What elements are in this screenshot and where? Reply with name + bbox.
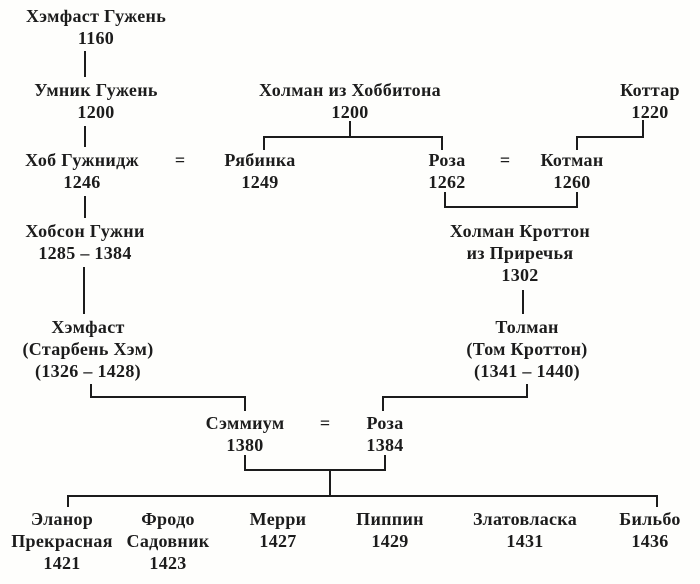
edge-hamfast-jr-descent: [90, 384, 92, 398]
tick-above-ryabinka: [263, 136, 265, 150]
person-name: Хоб Гужнидж: [25, 150, 139, 170]
person-name: Коттар: [620, 80, 680, 100]
edge-tolman-to-roza-1384: [382, 396, 528, 398]
person-dates: 1220: [631, 102, 669, 122]
person-holman-hobbiton: Холман из Хоббитона 1200: [259, 79, 441, 123]
person-elanor: Эланор Прекрасная 1421: [11, 508, 112, 574]
person-bilbo: Бильбо 1436: [619, 508, 680, 552]
holman-children-bar: [263, 136, 443, 138]
person-name: Холман Кроттон: [449, 221, 591, 241]
person-hamfast-jr: Хэмфаст (Старбень Хэм) (1326 – 1428): [22, 316, 153, 382]
marriage-kotman-stem: [576, 192, 578, 208]
edge-hamfast-sr-to-umnik: [84, 51, 86, 77]
person-dates: 1436: [631, 531, 669, 551]
tick-above-sammium: [244, 396, 246, 411]
person-frodo: Фродо Садовник 1423: [127, 508, 210, 574]
marriage-sammium-roza-bar: [244, 469, 386, 471]
edge-hobson-to-hamfast-jr: [83, 267, 85, 314]
person-name: Рябинка: [224, 150, 296, 170]
person-dates: 1384: [366, 435, 404, 455]
person-dates: 1380: [226, 435, 264, 455]
person-kottar: Коттар 1220: [620, 79, 680, 123]
marriage-roza-1384-stem: [384, 455, 386, 471]
person-name: Пиппин: [356, 509, 424, 529]
person-umnik: Умник Гужень 1200: [34, 79, 157, 123]
person-dates: 1431: [506, 531, 544, 551]
person-name: Бильбо: [619, 509, 681, 529]
edge-children-descent: [329, 471, 331, 497]
person-dates: 1260: [553, 172, 591, 192]
person-zlatovlaska: Златовласка 1431: [473, 508, 577, 552]
person-name: Сэммиум: [205, 413, 285, 433]
person-name: Роза: [428, 150, 466, 170]
person-dates: 1429: [371, 531, 409, 551]
edge-kottar-to-kotman: [576, 136, 644, 138]
person-kotman: Котман 1260: [540, 149, 603, 193]
children-bar: [67, 495, 658, 497]
person-hobson: Хобсон Гужни 1285 – 1384: [25, 220, 144, 264]
person-dates: (1341 – 1440): [474, 361, 580, 381]
person-name: Фродо: [141, 509, 195, 529]
edge-kottar-stem: [642, 120, 644, 138]
person-hob: Хоб Гужнидж 1246: [25, 149, 139, 193]
marriage-roza-kotman-bar: [444, 206, 578, 208]
person-roza-1262: Роза 1262: [428, 149, 465, 193]
tick-above-roza-1384: [382, 396, 384, 411]
person-dates: 1285 – 1384: [38, 243, 132, 263]
edge-holman-hobbiton-stem: [349, 121, 351, 138]
person-name: Умник Гужень: [34, 80, 158, 100]
person-dates: 1302: [501, 265, 539, 285]
person-dates: 1160: [77, 28, 115, 48]
person-name: Златовласка: [472, 509, 578, 529]
person-name: Эланор: [30, 509, 94, 529]
person-name: Котман: [540, 150, 604, 170]
person-hamfast-sr: Хэмфаст Гужень 1160: [26, 5, 166, 49]
person-ryabinka: Рябинка 1249: [224, 149, 295, 193]
person-name: Роза: [366, 413, 404, 433]
person-name: Толман: [495, 317, 559, 337]
person-name: Хобсон Гужни: [25, 221, 145, 241]
person-name-2: (Старбень Хэм): [22, 339, 154, 359]
person-dates: 1427: [259, 531, 297, 551]
person-holman-krotton: Холман Кроттон из Приречья 1302: [450, 220, 590, 286]
person-name: Хэмфаст: [51, 317, 125, 337]
person-dates: 1423: [149, 553, 187, 573]
person-tolman: Толман (Том Кроттон) (1341 – 1440): [466, 316, 587, 382]
edge-tolman-descent: [526, 384, 528, 398]
tick-above-bilbo: [656, 495, 658, 507]
person-dates: 1200: [77, 102, 115, 122]
person-dates: 1246: [63, 172, 101, 192]
person-name-2: (Том Кроттон): [466, 339, 588, 359]
person-name: Мерри: [249, 509, 307, 529]
marriage-equals: =: [174, 150, 186, 170]
edge-hob-to-hobson: [84, 196, 86, 218]
person-name-2: Садовник: [126, 531, 210, 551]
edge-hamfast-jr-to-sammium: [90, 396, 246, 398]
person-dates: 1249: [241, 172, 279, 192]
person-dates: 1200: [331, 102, 369, 122]
person-name-2: Прекрасная: [11, 531, 113, 551]
marriage-roza-1262-stem: [444, 192, 446, 208]
marriage-sammium-stem: [244, 455, 246, 471]
marriage-equals: =: [319, 413, 331, 433]
person-pippin: Пиппин 1429: [356, 508, 424, 552]
edge-krotton-to-tolman: [522, 290, 524, 314]
tick-above-kotman: [576, 136, 578, 150]
person-dates: 1421: [43, 553, 81, 573]
person-sammium: Сэммиум 1380: [206, 412, 285, 456]
person-name-2: из Приречья: [466, 243, 574, 263]
marriage-equals: =: [499, 150, 511, 170]
person-roza-1384: Роза 1384: [366, 412, 403, 456]
tick-above-elanor: [67, 495, 69, 507]
person-merri: Мерри 1427: [250, 508, 307, 552]
person-dates: (1326 – 1428): [35, 361, 141, 381]
tick-above-roza-1262: [441, 136, 443, 150]
person-dates: 1262: [428, 172, 466, 192]
person-name: Холман из Хоббитона: [259, 80, 441, 100]
person-name: Хэмфаст Гужень: [25, 6, 167, 26]
edge-umnik-to-hob: [84, 126, 86, 147]
